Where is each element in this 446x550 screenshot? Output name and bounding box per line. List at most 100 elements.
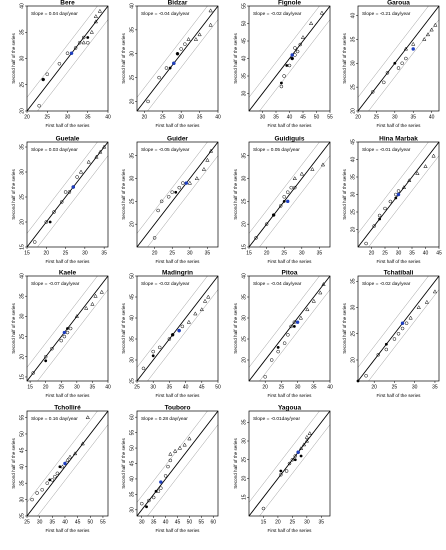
y-tick-label: 15 <box>242 494 248 500</box>
data-point-circle <box>175 51 180 56</box>
x-tick-label: 15 <box>24 251 30 257</box>
data-point-circle <box>166 464 170 469</box>
plot-frame <box>136 141 219 248</box>
chart-panel-14: Yagoua Slope = -0.01day/year 15 20 25 30 35 15 2… <box>233 405 331 533</box>
y-axis-label: Second half of the series <box>11 33 16 84</box>
lower-band-line <box>147 155 219 248</box>
y-tick-label: 55 <box>20 415 26 421</box>
x-tick-label: 30 <box>260 115 266 121</box>
x-tick-label: 35 <box>167 385 173 391</box>
data-point-circle <box>293 454 298 458</box>
data-point-filled <box>393 61 397 65</box>
chart-panel-10: Pitoa Slope = -0.04 day/year 20 25 30 35 40 20 2… <box>233 270 333 399</box>
data-point-circle <box>292 320 297 324</box>
x-axis-label: First half of the series <box>156 123 201 128</box>
data-point-blue <box>172 61 176 65</box>
data-point-filled <box>285 64 289 67</box>
data-point-triangle <box>85 415 90 420</box>
data-point-circle <box>37 104 41 108</box>
data-point-circle <box>282 195 286 199</box>
data-point-filled <box>176 52 179 56</box>
x-tick-label: 35 <box>50 520 56 526</box>
y-tick-label: 40 <box>351 157 357 163</box>
lower-band-line <box>368 155 440 248</box>
data-point-circle <box>140 501 144 506</box>
y-tick-label: 25 <box>20 194 26 200</box>
x-tick-label: 50 <box>314 115 320 121</box>
data-point-circle <box>86 41 90 45</box>
y-tick-label: 45 <box>20 447 26 453</box>
y-tick-label: 15 <box>242 244 248 250</box>
y-tick-label: 40 <box>130 3 136 9</box>
lower-band-line <box>37 155 109 248</box>
upper-band-line <box>136 5 208 98</box>
x-tick-label: 30 <box>412 385 418 391</box>
x-tick-label: 40 <box>62 520 68 526</box>
x-axis-label: First half of the series <box>46 259 91 264</box>
chart-panel-1: Bidzar Slope = -0.04 day/year 20 25 30 35 40 20… <box>121 0 221 128</box>
data-point-filled <box>151 354 155 358</box>
data-point-triangle <box>172 448 178 453</box>
x-axis-label: First half of the series <box>156 393 201 398</box>
identity-line <box>248 275 331 382</box>
data-point-blue <box>71 185 75 189</box>
panel-title: Pitoa <box>282 270 298 277</box>
data-point-circle <box>400 61 404 66</box>
data-point-circle <box>364 374 368 378</box>
y-tick-label: 40 <box>20 273 26 279</box>
y-tick-label: 45 <box>351 139 357 145</box>
data-point-circle <box>388 199 393 204</box>
y-tick-label: 50 <box>20 431 26 437</box>
data-point-triangle <box>94 154 99 159</box>
data-point-triangle <box>199 307 204 312</box>
y-tick-label: 30 <box>130 176 136 182</box>
chart-panel-9: Madingrin Slope = -0.02 day/year 25 30 35 40 4… <box>121 270 221 399</box>
x-tick-label: 35 <box>151 520 157 526</box>
y-axis-label: Second half of the series <box>121 33 126 84</box>
data-point-circle <box>183 42 187 46</box>
y-tick-label: 20 <box>351 357 357 363</box>
data-point-triangle <box>423 164 428 168</box>
chart-panel-7: Hina Marbak Slope = -0.01 day/year 20 25 30 3… <box>342 136 442 265</box>
data-point-filled <box>280 81 283 85</box>
data-point-triangle <box>301 442 307 447</box>
lower-band-line <box>259 19 331 112</box>
data-point-filled <box>48 220 52 224</box>
data-point-triangle <box>99 289 104 294</box>
panel-title: Bidzar <box>168 0 188 7</box>
data-point-filled <box>41 78 45 81</box>
data-point-circle <box>77 41 82 45</box>
x-tick-label: 40 <box>287 115 293 121</box>
data-point-triangle <box>300 35 306 39</box>
data-point-triangle <box>98 149 103 154</box>
data-point-filled <box>293 458 297 462</box>
x-tick-label: 35 <box>410 115 416 121</box>
data-point-filled <box>86 36 90 39</box>
x-axis-label: First half of the series <box>156 528 201 533</box>
data-point-triangle <box>202 298 208 303</box>
data-point-blue <box>296 450 300 454</box>
identity-line <box>136 275 219 382</box>
data-point-circle <box>159 199 164 204</box>
x-tick-label: 30 <box>150 385 156 391</box>
data-point-circle <box>67 190 72 194</box>
data-point-blue <box>290 53 294 57</box>
y-axis-label: Second half of the series <box>342 33 347 84</box>
data-point-circle <box>279 84 284 89</box>
y-tick-label: 50 <box>130 273 136 279</box>
lower-band-line <box>259 289 331 382</box>
x-tick-label: 35 <box>101 251 107 257</box>
panel-title: Guider <box>167 136 188 143</box>
y-tick-label: 25 <box>351 84 357 90</box>
data-point-circle <box>73 46 78 50</box>
data-point-circle <box>57 62 62 66</box>
x-tick-label: 30 <box>74 385 80 391</box>
x-tick-label: 40 <box>423 251 429 257</box>
data-point-filled <box>356 379 360 383</box>
panel-title: Tchatibali <box>384 270 414 277</box>
upper-band-line <box>357 275 429 368</box>
x-axis-label: First half of the series <box>268 393 313 398</box>
data-point-circle <box>370 90 375 94</box>
y-tick-label: 20 <box>130 221 136 227</box>
data-point-circle <box>164 66 169 70</box>
